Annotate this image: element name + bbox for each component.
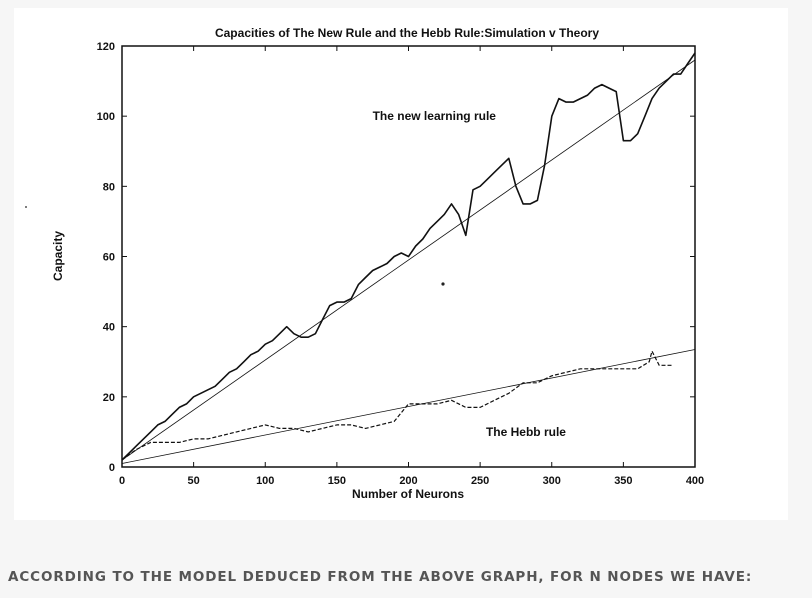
x-tick-label: 200 [399,475,417,487]
series-annotation: The new learning rule [373,109,497,123]
y-tick-label: 120 [97,41,115,53]
speck-mark [441,282,445,286]
hebb-rule-simulation-line [121,350,674,461]
figure-panel: Capacities of The New Rule and the Hebb … [14,8,788,520]
x-tick-label: 300 [543,475,561,487]
x-axis-title: Number of Neurons [352,487,464,501]
new-rule-simulation-line [121,52,696,461]
x-tick-label: 150 [328,475,346,487]
y-tick-label: 0 [109,462,115,474]
speck-mark-left [25,206,27,208]
y-tick-label: 20 [103,392,115,404]
chart-title: Capacities of The New Rule and the Hebb … [215,26,599,40]
x-tick-label: 50 [188,475,200,487]
y-tick-label: 80 [103,181,115,193]
y-tick-label: 60 [103,252,115,264]
x-tick-label: 400 [686,475,704,487]
y-tick-label: 100 [97,111,115,123]
x-tick-label: 250 [471,475,489,487]
hebb-rule-theory-line [121,349,696,464]
series-annotation: The Hebb rule [486,425,566,439]
y-axis-title: Capacity [51,231,65,281]
new-rule-theory-line [121,59,696,461]
x-tick-label: 100 [256,475,274,487]
x-tick-label: 350 [614,475,632,487]
question-caption: ACCORDING TO THE MODEL DEDUCED FROM THE … [8,569,753,585]
capacity-chart: Capacities of The New Rule and the Hebb … [25,26,704,501]
y-tick-label: 40 [103,322,115,334]
x-tick-label: 0 [119,475,125,487]
